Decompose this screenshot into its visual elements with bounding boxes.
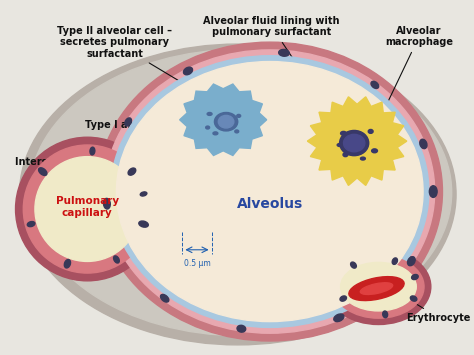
Ellipse shape bbox=[103, 198, 110, 209]
Ellipse shape bbox=[161, 294, 169, 302]
Ellipse shape bbox=[139, 221, 148, 227]
Ellipse shape bbox=[213, 132, 218, 135]
Ellipse shape bbox=[214, 113, 238, 131]
Text: Interstitial fluid: Interstitial fluid bbox=[15, 158, 144, 191]
Ellipse shape bbox=[128, 168, 136, 175]
Ellipse shape bbox=[110, 56, 429, 327]
Ellipse shape bbox=[334, 314, 344, 322]
Ellipse shape bbox=[420, 139, 427, 149]
Ellipse shape bbox=[326, 249, 431, 324]
Text: Pulmonary
capillary: Pulmonary capillary bbox=[56, 196, 119, 218]
Ellipse shape bbox=[360, 283, 392, 294]
Ellipse shape bbox=[408, 257, 415, 266]
Ellipse shape bbox=[341, 131, 346, 135]
Ellipse shape bbox=[368, 130, 373, 133]
Ellipse shape bbox=[351, 262, 356, 268]
Text: Alveolar
macrophage: Alveolar macrophage bbox=[380, 26, 453, 118]
Ellipse shape bbox=[23, 145, 151, 273]
Ellipse shape bbox=[341, 262, 416, 311]
Ellipse shape bbox=[219, 115, 234, 128]
Ellipse shape bbox=[90, 147, 95, 155]
Ellipse shape bbox=[19, 44, 456, 345]
Ellipse shape bbox=[117, 61, 423, 322]
Ellipse shape bbox=[207, 113, 212, 115]
Ellipse shape bbox=[237, 325, 246, 332]
Ellipse shape bbox=[372, 149, 377, 153]
Ellipse shape bbox=[371, 81, 379, 88]
Ellipse shape bbox=[64, 260, 71, 268]
Ellipse shape bbox=[392, 258, 398, 264]
Ellipse shape bbox=[16, 137, 159, 281]
Ellipse shape bbox=[279, 49, 289, 56]
Ellipse shape bbox=[29, 49, 452, 336]
Ellipse shape bbox=[27, 222, 35, 226]
Ellipse shape bbox=[411, 274, 418, 280]
Ellipse shape bbox=[361, 157, 365, 160]
Polygon shape bbox=[180, 84, 267, 155]
Text: Type I alveolar cell: Type I alveolar cell bbox=[85, 120, 191, 148]
Ellipse shape bbox=[344, 134, 365, 152]
Ellipse shape bbox=[339, 130, 369, 156]
Ellipse shape bbox=[140, 192, 147, 196]
Ellipse shape bbox=[35, 157, 140, 261]
Text: Erythrocyte: Erythrocyte bbox=[404, 296, 471, 323]
Ellipse shape bbox=[237, 114, 241, 118]
Ellipse shape bbox=[383, 311, 388, 318]
Ellipse shape bbox=[206, 126, 210, 129]
Ellipse shape bbox=[410, 296, 417, 301]
Ellipse shape bbox=[235, 130, 239, 133]
Ellipse shape bbox=[429, 186, 437, 197]
Ellipse shape bbox=[349, 277, 404, 301]
Ellipse shape bbox=[337, 143, 342, 147]
Polygon shape bbox=[307, 97, 407, 185]
Text: 0.5 μm: 0.5 μm bbox=[183, 260, 210, 268]
Ellipse shape bbox=[343, 153, 348, 157]
Ellipse shape bbox=[38, 168, 47, 175]
Text: Alveolus: Alveolus bbox=[237, 197, 303, 211]
Text: Alveolar fluid lining with
pulmonary surfactant: Alveolar fluid lining with pulmonary sur… bbox=[203, 16, 340, 67]
Ellipse shape bbox=[333, 255, 424, 318]
Ellipse shape bbox=[105, 50, 435, 333]
Ellipse shape bbox=[340, 296, 346, 301]
Ellipse shape bbox=[183, 67, 192, 75]
Text: Type II alveolar cell –
secretes pulmonary
surfactant: Type II alveolar cell – secretes pulmona… bbox=[57, 26, 218, 104]
Ellipse shape bbox=[97, 42, 442, 341]
Ellipse shape bbox=[125, 118, 131, 126]
Ellipse shape bbox=[114, 256, 119, 263]
